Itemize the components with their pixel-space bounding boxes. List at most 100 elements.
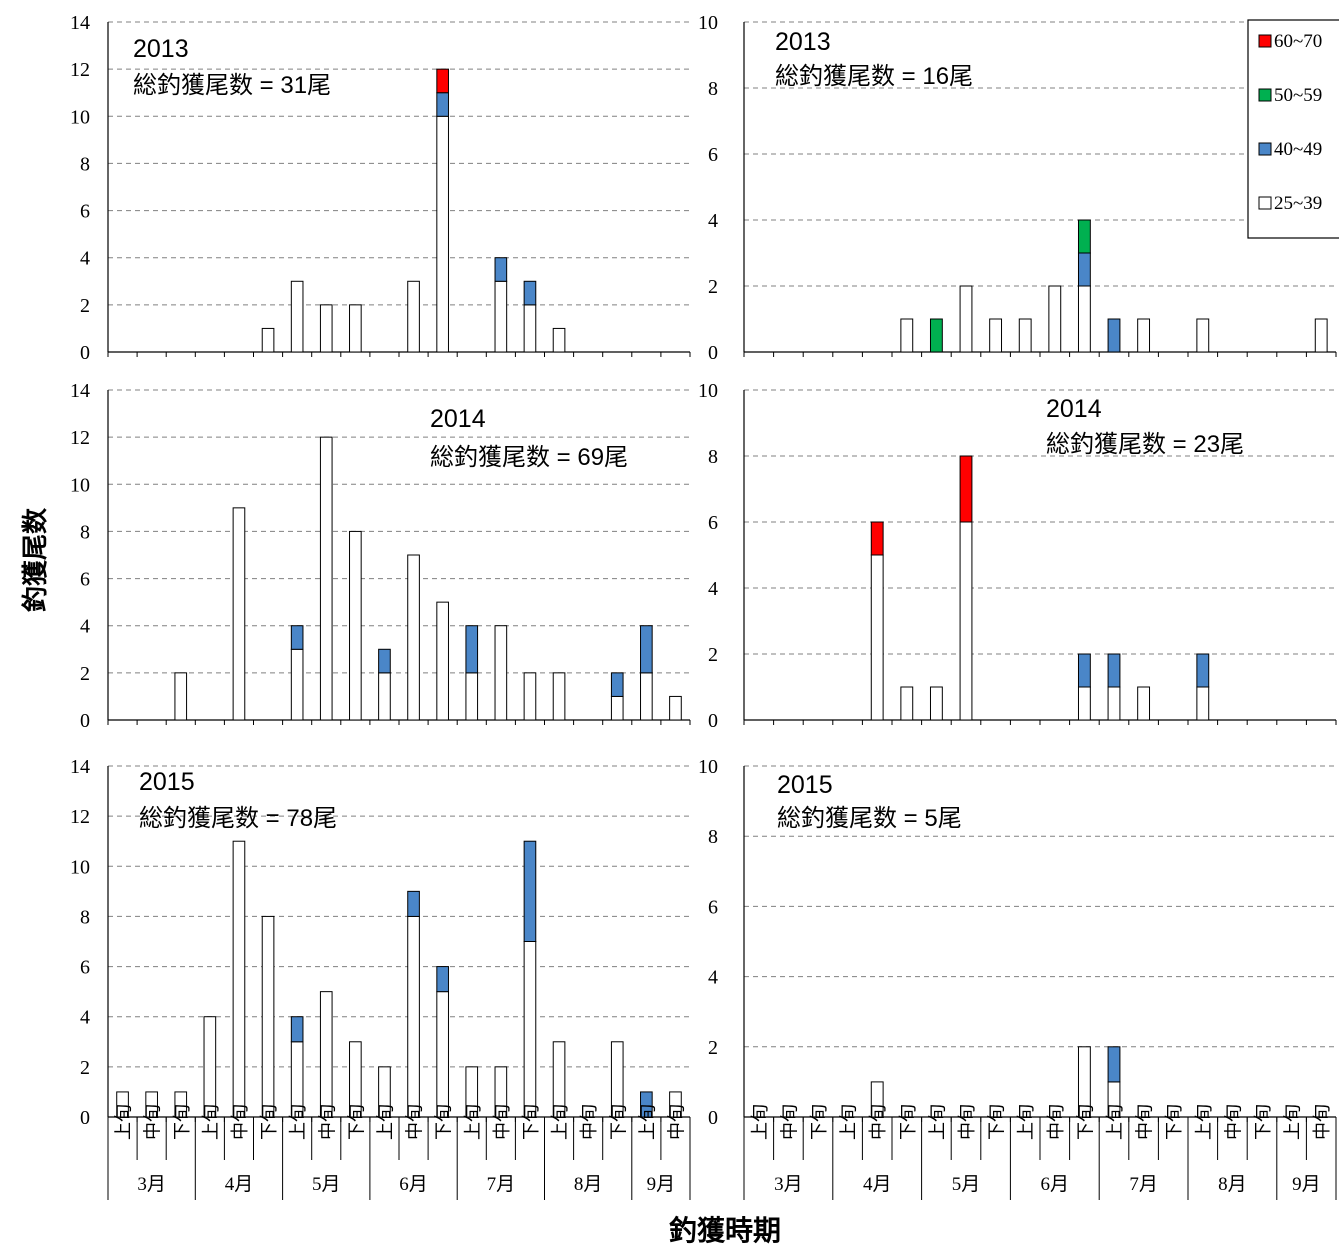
y-tick-label: 4 xyxy=(708,578,718,600)
y-tick-label: 14 xyxy=(70,380,90,402)
bar-segment xyxy=(436,92,449,117)
y-tick-label: 2 xyxy=(80,663,90,685)
bar-segment xyxy=(436,68,449,94)
bar-segment xyxy=(1137,686,1151,721)
period-label: 中旬 xyxy=(405,1104,425,1140)
y-tick-label: 8 xyxy=(708,78,718,100)
bar-segment xyxy=(494,257,508,282)
month-label: 6月 xyxy=(1041,1174,1070,1195)
chart-panel-left-2015: 0 2 4 6 8 10 12 14 2015 総釣獲尾数 = 78尾 xyxy=(70,756,691,1129)
period-label: 下旬 xyxy=(1164,1104,1184,1140)
period-label: 下旬 xyxy=(1253,1104,1273,1140)
y-tick-label: 8 xyxy=(708,826,718,848)
bar-segment xyxy=(203,1016,217,1118)
y-tick-label: 2 xyxy=(708,1037,718,1059)
period-label: 中旬 xyxy=(1312,1104,1332,1140)
total-label: 総釣獲尾数 = 31尾 xyxy=(133,72,331,99)
period-label: 上旬 xyxy=(550,1104,570,1140)
month-label: 3月 xyxy=(774,1174,803,1195)
y-tick-label: 10 xyxy=(70,474,90,496)
chart-panel-right-2014: 0 2 4 6 8 10 2014 総釣獲尾数 = 23尾 xyxy=(698,380,1337,732)
legend-swatch xyxy=(1258,88,1272,102)
bar-segment xyxy=(407,890,420,917)
year-label: 2015 xyxy=(777,771,833,799)
period-label: 中旬 xyxy=(666,1104,686,1140)
period-label: 上旬 xyxy=(1016,1104,1036,1140)
month-label: 7月 xyxy=(487,1174,516,1195)
period-label: 上旬 xyxy=(839,1104,859,1140)
bar-segment xyxy=(494,280,508,353)
bar-segment xyxy=(959,521,973,721)
legend-swatch xyxy=(1258,142,1272,156)
bar-segment xyxy=(929,318,943,353)
bar-segment xyxy=(989,318,1003,353)
chart-panel-left-2013: 0 2 4 6 8 10 12 14 2013 総釣獲尾数 = 31尾 xyxy=(70,12,691,364)
y-tick-label: 0 xyxy=(708,1107,718,1129)
bar-segment xyxy=(870,554,884,721)
period-label: 下旬 xyxy=(434,1104,454,1140)
period-label: 中旬 xyxy=(579,1104,599,1140)
bar-segment xyxy=(349,1041,362,1118)
bar-segment xyxy=(319,304,333,353)
period-label: 上旬 xyxy=(1283,1104,1303,1140)
bar-segment xyxy=(1048,285,1062,353)
legend-label: 25~39 xyxy=(1274,193,1322,214)
legend-label: 50~59 xyxy=(1274,85,1322,106)
bar-segment xyxy=(232,840,246,1118)
bar-segment xyxy=(465,1066,479,1118)
bar-segment xyxy=(436,966,449,993)
bar-segment xyxy=(640,672,653,721)
chart-panel-left-2014: 0 2 4 6 8 10 12 14 2014 総釣獲尾数 = 69尾 xyxy=(70,380,691,732)
chart-panel-right-2013: 0 2 4 6 8 10 2013 総釣獲尾数 = 16尾 xyxy=(698,12,1337,364)
period-label: 上旬 xyxy=(1105,1104,1125,1140)
period-label: 中旬 xyxy=(317,1104,337,1140)
bar-segment xyxy=(900,318,914,353)
bar-segment xyxy=(232,507,246,721)
bar-segment xyxy=(1196,318,1210,353)
bar-segment xyxy=(465,625,479,674)
bar-segment xyxy=(1107,1046,1121,1083)
bar-segment xyxy=(494,625,508,721)
y-tick-label: 6 xyxy=(708,144,718,166)
y-tick-label: 4 xyxy=(708,967,718,989)
period-label: 中旬 xyxy=(1223,1104,1243,1140)
x-axis-table-left: 上旬 中旬 下旬 上旬 中旬 下旬 上旬 中旬 下旬 上旬 中旬 下旬 上旬 中旬 下旬 上旬 中旬 下旬 上旬 中旬… xyxy=(107,1104,691,1200)
period-label: 上旬 xyxy=(463,1104,483,1140)
bar-segment xyxy=(1196,686,1210,721)
y-tick-label: 8 xyxy=(80,153,90,175)
total-label: 総釣獲尾数 = 16尾 xyxy=(775,63,973,90)
bar-segment xyxy=(319,991,333,1118)
legend-swatch xyxy=(1258,196,1272,210)
bar-segment xyxy=(1107,653,1121,688)
month-label: 8月 xyxy=(574,1174,603,1195)
legend-label: 40~49 xyxy=(1274,139,1322,160)
month-label: 3月 xyxy=(137,1174,166,1195)
total-label: 総釣獲尾数 = 69尾 xyxy=(430,444,628,471)
month-label: 9月 xyxy=(647,1174,676,1195)
period-label: 中旬 xyxy=(143,1104,163,1140)
legend-swatch xyxy=(1258,34,1272,48)
bar-segment xyxy=(523,304,537,353)
bar-segment xyxy=(1077,252,1091,287)
bar-segment xyxy=(436,115,449,353)
year-label: 2014 xyxy=(430,405,486,433)
bar-segment xyxy=(174,1091,188,1118)
period-label: 下旬 xyxy=(346,1104,366,1140)
bar-segment xyxy=(290,625,304,650)
period-label: 上旬 xyxy=(201,1104,221,1140)
bar-segment xyxy=(290,280,304,353)
bar-segment xyxy=(1077,285,1091,353)
bar-segment xyxy=(407,554,420,721)
period-label: 下旬 xyxy=(608,1104,628,1140)
y-tick-label: 4 xyxy=(80,1007,90,1029)
y-tick-label: 2 xyxy=(80,1057,90,1079)
year-label: 2013 xyxy=(133,35,189,63)
y-tick-label: 14 xyxy=(70,12,90,34)
y-tick-label: 6 xyxy=(708,512,718,534)
bar-segment xyxy=(319,436,333,721)
period-label: 中旬 xyxy=(1135,1104,1155,1140)
period-label: 下旬 xyxy=(1075,1104,1095,1140)
bar-segment xyxy=(610,672,624,697)
y-tick-label: 10 xyxy=(698,12,718,34)
total-label: 総釣獲尾数 = 5尾 xyxy=(777,805,962,832)
